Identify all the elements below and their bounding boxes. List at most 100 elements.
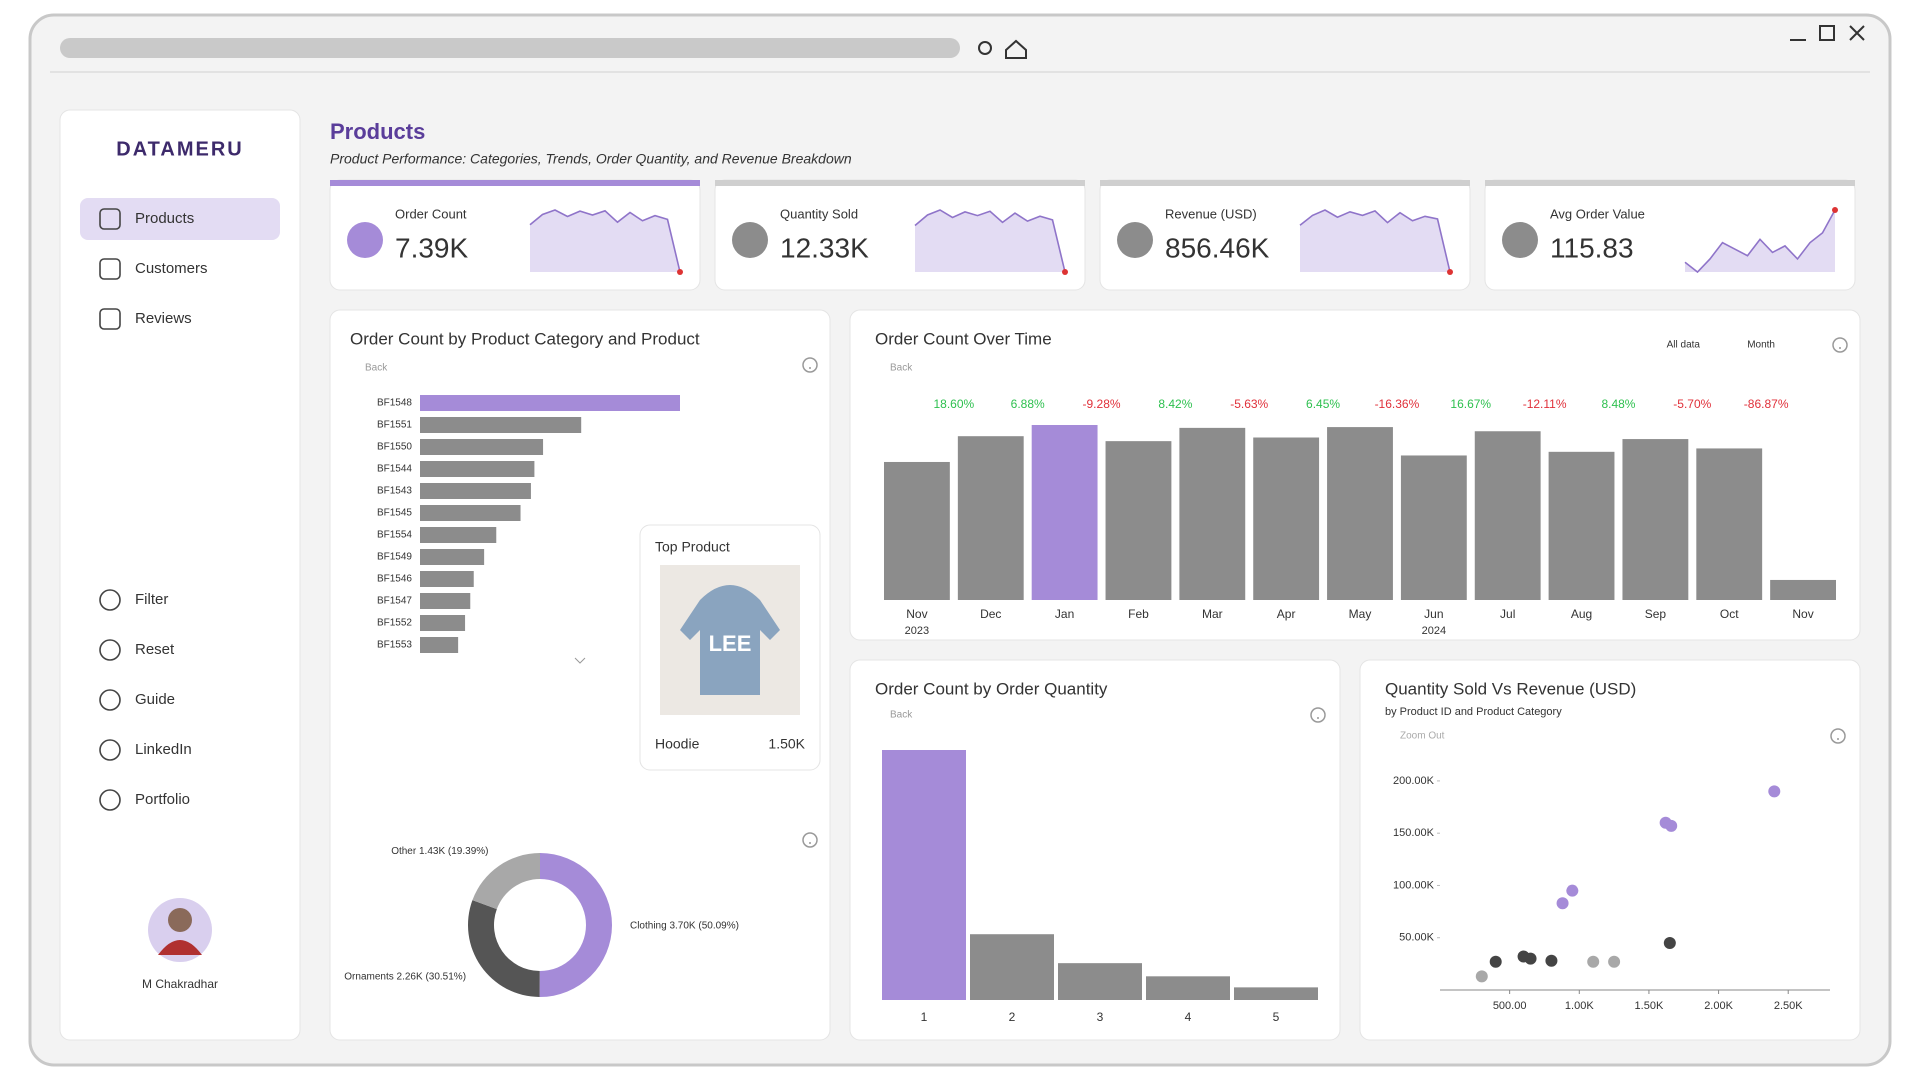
home-icon[interactable]: [1005, 39, 1027, 59]
donut-slice: [539, 853, 613, 997]
y-tick-label: BF1547: [377, 596, 412, 607]
chart-title: Order Count Over Time: [875, 329, 1052, 348]
x-tick-label: 2: [1009, 1010, 1016, 1024]
sparkline-area: [1685, 210, 1835, 272]
donut-label: Ornaments 2.26K (30.51%): [344, 971, 466, 982]
kpi-label: Revenue (USD): [1165, 206, 1257, 221]
x-tick-label: 5: [1273, 1010, 1280, 1024]
change-label: 6.45%: [1306, 397, 1340, 411]
bar: [957, 436, 1024, 600]
y-tick-label: BF1544: [377, 464, 412, 475]
donut-label: Clothing 3.70K (50.09%): [630, 920, 739, 931]
chart-control[interactable]: Month: [1747, 340, 1775, 351]
change-label: 6.88%: [1011, 397, 1045, 411]
tool-icon: [99, 589, 121, 611]
x-tick-label: Oct: [1720, 607, 1739, 621]
sparkline-area: [1300, 210, 1450, 272]
scroll-chevron: [574, 657, 586, 664]
nav-active: [80, 198, 280, 240]
nav-item[interactable]: Customers: [135, 260, 208, 277]
x-tick-label: 1.00K: [1565, 1000, 1594, 1012]
bar: [420, 417, 582, 433]
y-tick-label: BF1545: [377, 508, 412, 519]
bar: [882, 750, 966, 1000]
x-tick-label: May: [1349, 607, 1372, 621]
scatter-point: [1545, 954, 1558, 967]
bar: [1253, 437, 1320, 600]
scatter-point: [1566, 884, 1579, 897]
sparkline-area: [915, 210, 1065, 272]
kpi-label: Order Count: [395, 206, 467, 221]
chart-subtitle: by Product ID and Product Category: [1385, 706, 1562, 718]
page-subtitle: Product Performance: Categories, Trends,…: [330, 151, 852, 167]
search-icon[interactable]: [978, 41, 992, 55]
chart-control[interactable]: All data: [1667, 340, 1701, 351]
kpi-label: Quantity Sold: [780, 206, 858, 221]
y-tick-label: BF1551: [377, 420, 412, 431]
tool-item[interactable]: Guide: [135, 691, 175, 708]
bar: [420, 483, 531, 499]
change-label: -5.70%: [1673, 397, 1711, 411]
y-tick-label: BF1543: [377, 486, 412, 497]
bar: [1327, 427, 1393, 600]
kpi-value: 115.83: [1550, 232, 1634, 263]
kpi-icon: [1117, 222, 1153, 258]
top-product-value: 1.50K: [768, 736, 805, 752]
help-dot: [809, 367, 811, 369]
sidebar: [59, 109, 301, 1041]
nav-item[interactable]: Reviews: [135, 310, 192, 327]
back-button[interactable]: Back: [890, 710, 913, 721]
back-button[interactable]: Back: [365, 363, 388, 374]
back-button[interactable]: Back: [890, 363, 913, 374]
top-product-name: Hoodie: [655, 736, 700, 752]
x-tick-label: Jan: [1055, 607, 1074, 621]
address-bar[interactable]: [60, 38, 960, 58]
bar: [420, 637, 459, 653]
scatter-point: [1768, 785, 1781, 798]
tool-item[interactable]: Portfolio: [135, 791, 190, 808]
donut-category: Ornaments: [344, 971, 393, 982]
kpi-icon: [732, 222, 768, 258]
donut-value: 3.70K (50.09%): [669, 920, 739, 931]
sparkline: [914, 209, 1066, 273]
sparkline-end: [1062, 269, 1068, 275]
kpi-label: Avg Order Value: [1550, 206, 1645, 221]
product-image-text: LEE: [709, 631, 752, 656]
y-tick-label: BF1546: [377, 574, 412, 585]
y-tick-label: BF1550: [377, 442, 412, 453]
donut-category: Other: [391, 846, 417, 857]
maximize-button[interactable]: [1819, 25, 1835, 41]
bar: [970, 934, 1054, 1000]
y-tick-label: BF1553: [377, 640, 412, 651]
kpi-card: [1484, 179, 1856, 291]
change-label: 8.42%: [1158, 397, 1192, 411]
bar: [1696, 448, 1763, 600]
x-tick-label: Apr: [1277, 607, 1296, 621]
hoodie: [680, 585, 780, 695]
bar: [1400, 455, 1467, 600]
close-button[interactable]: [1849, 25, 1865, 41]
help-icon: [1830, 728, 1846, 744]
change-label: -5.63%: [1230, 397, 1268, 411]
bar: [1770, 579, 1836, 600]
change-label: -12.11%: [1523, 397, 1567, 411]
sparkline-end: [677, 269, 683, 275]
page-title: Products: [330, 119, 425, 144]
scatter-card: [1359, 659, 1861, 1041]
help-dot: [809, 842, 811, 844]
bar: [1548, 451, 1615, 600]
x-tick-label: 1.50K: [1635, 1000, 1664, 1012]
change-label: -16.36%: [1375, 397, 1420, 411]
donut-slice: [472, 853, 540, 910]
nav-item[interactable]: Products: [135, 210, 194, 227]
bar: [420, 549, 485, 565]
nav-icon: [99, 208, 121, 230]
tool-item[interactable]: Filter: [135, 591, 168, 608]
zoom-button[interactable]: Zoom Out: [1400, 731, 1445, 742]
tool-item[interactable]: Reset: [135, 641, 175, 658]
x-tick-label: Nov: [906, 607, 927, 621]
tool-item[interactable]: LinkedIn: [135, 741, 192, 758]
kpi-strip: [1485, 180, 1855, 186]
kpi-value: 7.39K: [395, 232, 468, 263]
